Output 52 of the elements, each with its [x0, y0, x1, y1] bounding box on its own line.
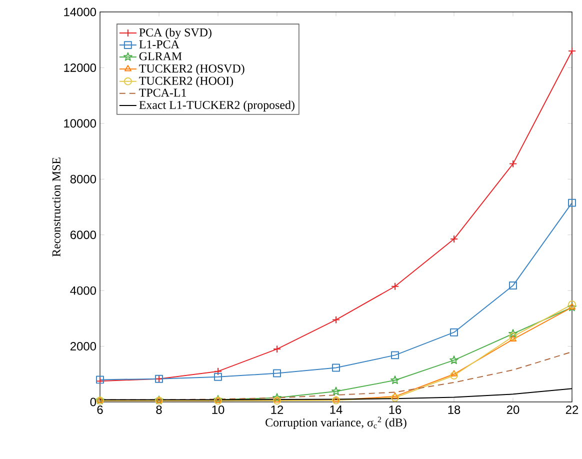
point	[450, 235, 458, 244]
point	[391, 394, 399, 402]
point	[450, 372, 458, 380]
x-tick-label: 20	[506, 406, 520, 414]
y-tick-label: 2000	[70, 342, 96, 350]
point	[568, 198, 576, 207]
x-tick-label: 8	[156, 406, 162, 414]
point	[391, 282, 399, 290]
legend-label: PCA (by SVD)	[139, 28, 212, 39]
point	[391, 351, 399, 360]
point	[450, 370, 458, 376]
y-tick-label: 0	[90, 398, 96, 406]
point	[391, 392, 399, 399]
point	[509, 160, 517, 168]
x-tick-label: 22	[566, 406, 578, 414]
point	[273, 345, 281, 354]
legend-label: TUCKER2 (HOSVD)	[139, 64, 244, 75]
y-tick-label: 6000	[70, 230, 96, 240]
point	[273, 369, 281, 378]
point	[509, 335, 517, 342]
y-tick-label: 14000	[64, 8, 96, 16]
y-tick-label: 4000	[70, 286, 96, 295]
x-tick-label: 12	[271, 406, 284, 414]
point	[332, 364, 340, 372]
legend-label: L1-PCA	[139, 40, 180, 48]
legend-label: TPCA-L1	[139, 88, 186, 97]
point	[568, 46, 576, 55]
point	[214, 372, 222, 381]
y-tick-label: 8000	[70, 174, 96, 184]
point	[509, 332, 517, 341]
x-tick-label: 14	[330, 406, 342, 414]
point	[450, 356, 458, 364]
point	[272, 393, 282, 402]
y-axis-title: Reconstruction MSE	[52, 158, 60, 257]
x-tick-label: 6	[97, 406, 103, 414]
y-tick-label: 12000	[64, 63, 96, 72]
x-tick-label: 18	[448, 406, 460, 414]
point	[332, 316, 340, 324]
point	[508, 329, 518, 338]
x-axis-title: Corruption variance, σ$_{c}$$^{2}$ (dB)	[266, 416, 406, 429]
y-tick-label: 10000	[64, 119, 96, 128]
point	[214, 367, 222, 376]
point	[390, 376, 400, 384]
legend-label: GLRAM	[139, 52, 182, 60]
x-tick-label: 16	[389, 406, 402, 414]
point	[332, 386, 340, 396]
point	[450, 328, 458, 336]
point	[509, 282, 517, 290]
x-tick-label: 10	[212, 406, 224, 414]
legend-label: TUCKER2 (HOOI)	[139, 76, 234, 88]
legend-label: Exact L1-TUCKER2 (proposed)	[139, 100, 294, 112]
point	[568, 300, 576, 308]
